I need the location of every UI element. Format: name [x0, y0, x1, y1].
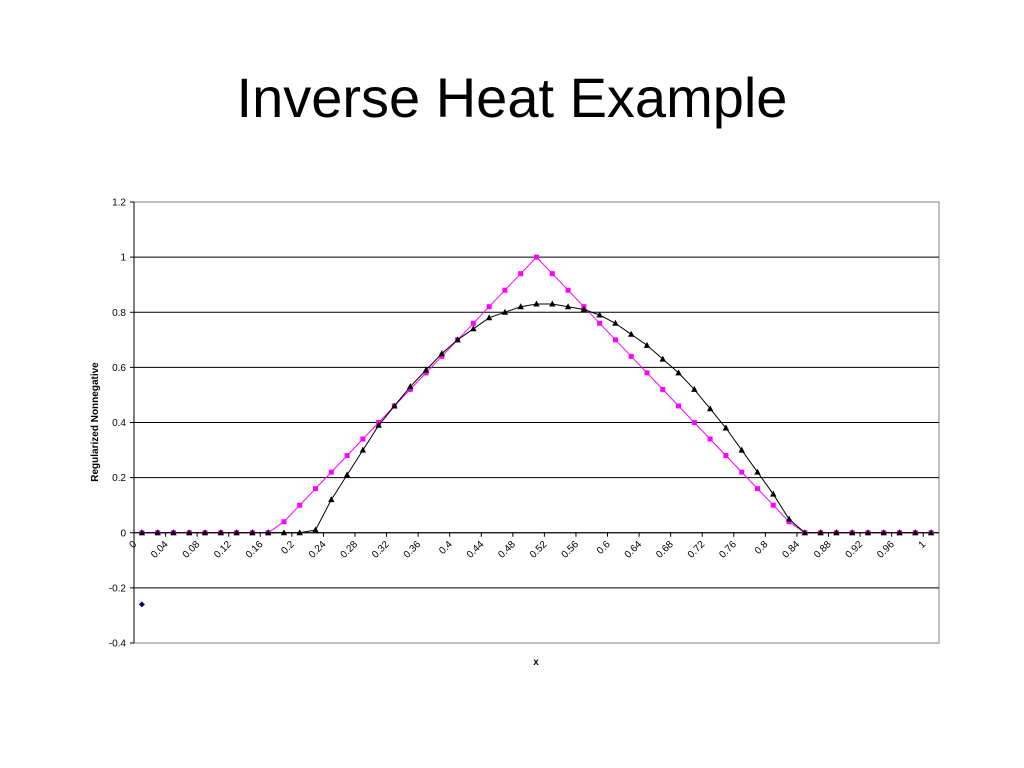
data-point-triangle: [801, 529, 809, 536]
y-tick-label: -0.4: [109, 639, 127, 650]
data-point-square: [518, 271, 524, 277]
data-point-triangle: [501, 308, 509, 315]
data-point-triangle: [770, 490, 777, 497]
data-point-triangle: [896, 529, 903, 536]
data-point-square: [281, 519, 287, 525]
series-2: [138, 300, 935, 536]
data-point-triangle: [549, 300, 556, 307]
data-point-triangle: [438, 350, 445, 357]
data-point-diamond: [138, 601, 145, 608]
data-point-triangle: [864, 529, 872, 536]
y-tick-label: 0.4: [112, 418, 126, 429]
data-point-triangle: [280, 529, 288, 536]
data-point-triangle: [848, 529, 856, 536]
data-point-triangle: [754, 468, 761, 475]
data-point-square: [644, 370, 650, 376]
data-point-square: [739, 469, 745, 475]
data-point-triangle: [817, 529, 824, 536]
y-tick-label: -0.2: [109, 583, 127, 594]
data-point-square: [628, 353, 634, 359]
data-point-triangle: [880, 529, 887, 536]
data-point-square: [565, 287, 571, 293]
data-point-triangle: [596, 311, 603, 318]
data-point-square: [313, 486, 319, 492]
data-point-triangle: [312, 526, 319, 533]
data-point-triangle: [612, 319, 619, 326]
data-point-triangle: [296, 529, 303, 536]
data-point-square: [470, 320, 476, 326]
data-point-square: [597, 320, 603, 326]
data-point-square: [423, 370, 429, 376]
data-point-square: [549, 271, 555, 277]
data-point-triangle: [470, 325, 477, 332]
series-group: [138, 254, 935, 608]
slide-title: Inverse Heat Example: [236, 66, 788, 129]
data-point-triangle: [706, 405, 714, 412]
data-point-triangle: [564, 303, 572, 310]
data-point-square: [770, 502, 776, 508]
data-point-square: [612, 337, 618, 343]
y-tick-label: 0.2: [112, 473, 126, 484]
data-point-triangle: [201, 529, 209, 536]
data-point-triangle: [785, 515, 793, 522]
data-point-square: [786, 519, 792, 525]
data-point-triangle: [485, 314, 493, 321]
data-point-triangle: [154, 529, 161, 536]
data-point-square: [660, 386, 666, 392]
data-point-square: [297, 502, 303, 508]
data-point-triangle: [217, 529, 225, 536]
y-tick-label: 0: [120, 528, 126, 539]
data-point-square: [328, 469, 334, 475]
data-point-square: [676, 403, 682, 409]
data-point-triangle: [691, 385, 698, 392]
data-point-triangle: [628, 330, 635, 337]
data-point-triangle: [422, 366, 430, 373]
data-point-triangle: [391, 402, 398, 409]
data-point-square: [754, 486, 760, 492]
data-point-triangle: [533, 300, 540, 307]
data-point-triangle: [138, 529, 146, 536]
y-axis-title: Regularized Nonnegative: [90, 362, 101, 482]
data-point-triangle: [675, 369, 682, 376]
data-point-square: [344, 453, 350, 459]
data-point-triangle: [249, 529, 256, 536]
data-point-triangle: [738, 446, 745, 453]
data-point-triangle: [343, 471, 351, 478]
data-point-square: [360, 436, 366, 442]
data-point-square: [534, 254, 539, 260]
data-point-triangle: [233, 529, 240, 536]
data-point-square: [407, 386, 413, 392]
y-tick-label: 1.2: [112, 198, 126, 209]
data-point-triangle: [454, 336, 461, 343]
data-point-triangle: [912, 529, 919, 536]
data-point-triangle: [659, 355, 666, 362]
y-tick-label: 1: [120, 253, 126, 264]
data-point-triangle: [643, 341, 651, 348]
y-tick-label: 0.6: [112, 363, 126, 374]
data-point-square: [707, 436, 713, 442]
data-point-triangle: [328, 496, 335, 503]
data-point-square: [691, 420, 697, 425]
data-point-triangle: [833, 529, 840, 536]
data-point-triangle: [927, 529, 935, 536]
data-point-triangle: [517, 303, 524, 310]
data-point-triangle: [375, 421, 382, 428]
data-point-square: [723, 453, 729, 459]
data-point-triangle: [186, 529, 193, 536]
data-point-square: [502, 287, 508, 293]
data-point-square: [439, 353, 445, 359]
data-point-triangle: [170, 529, 177, 536]
x-axis-title: x: [533, 657, 539, 668]
data-point-triangle: [407, 383, 414, 390]
data-point-square: [486, 304, 492, 310]
data-point-triangle: [580, 305, 588, 312]
series-3: [138, 601, 145, 608]
data-point-triangle: [264, 529, 272, 536]
data-point-triangle: [359, 446, 367, 453]
y-tick-label: 0.8: [112, 308, 126, 319]
data-point-triangle: [722, 424, 730, 431]
